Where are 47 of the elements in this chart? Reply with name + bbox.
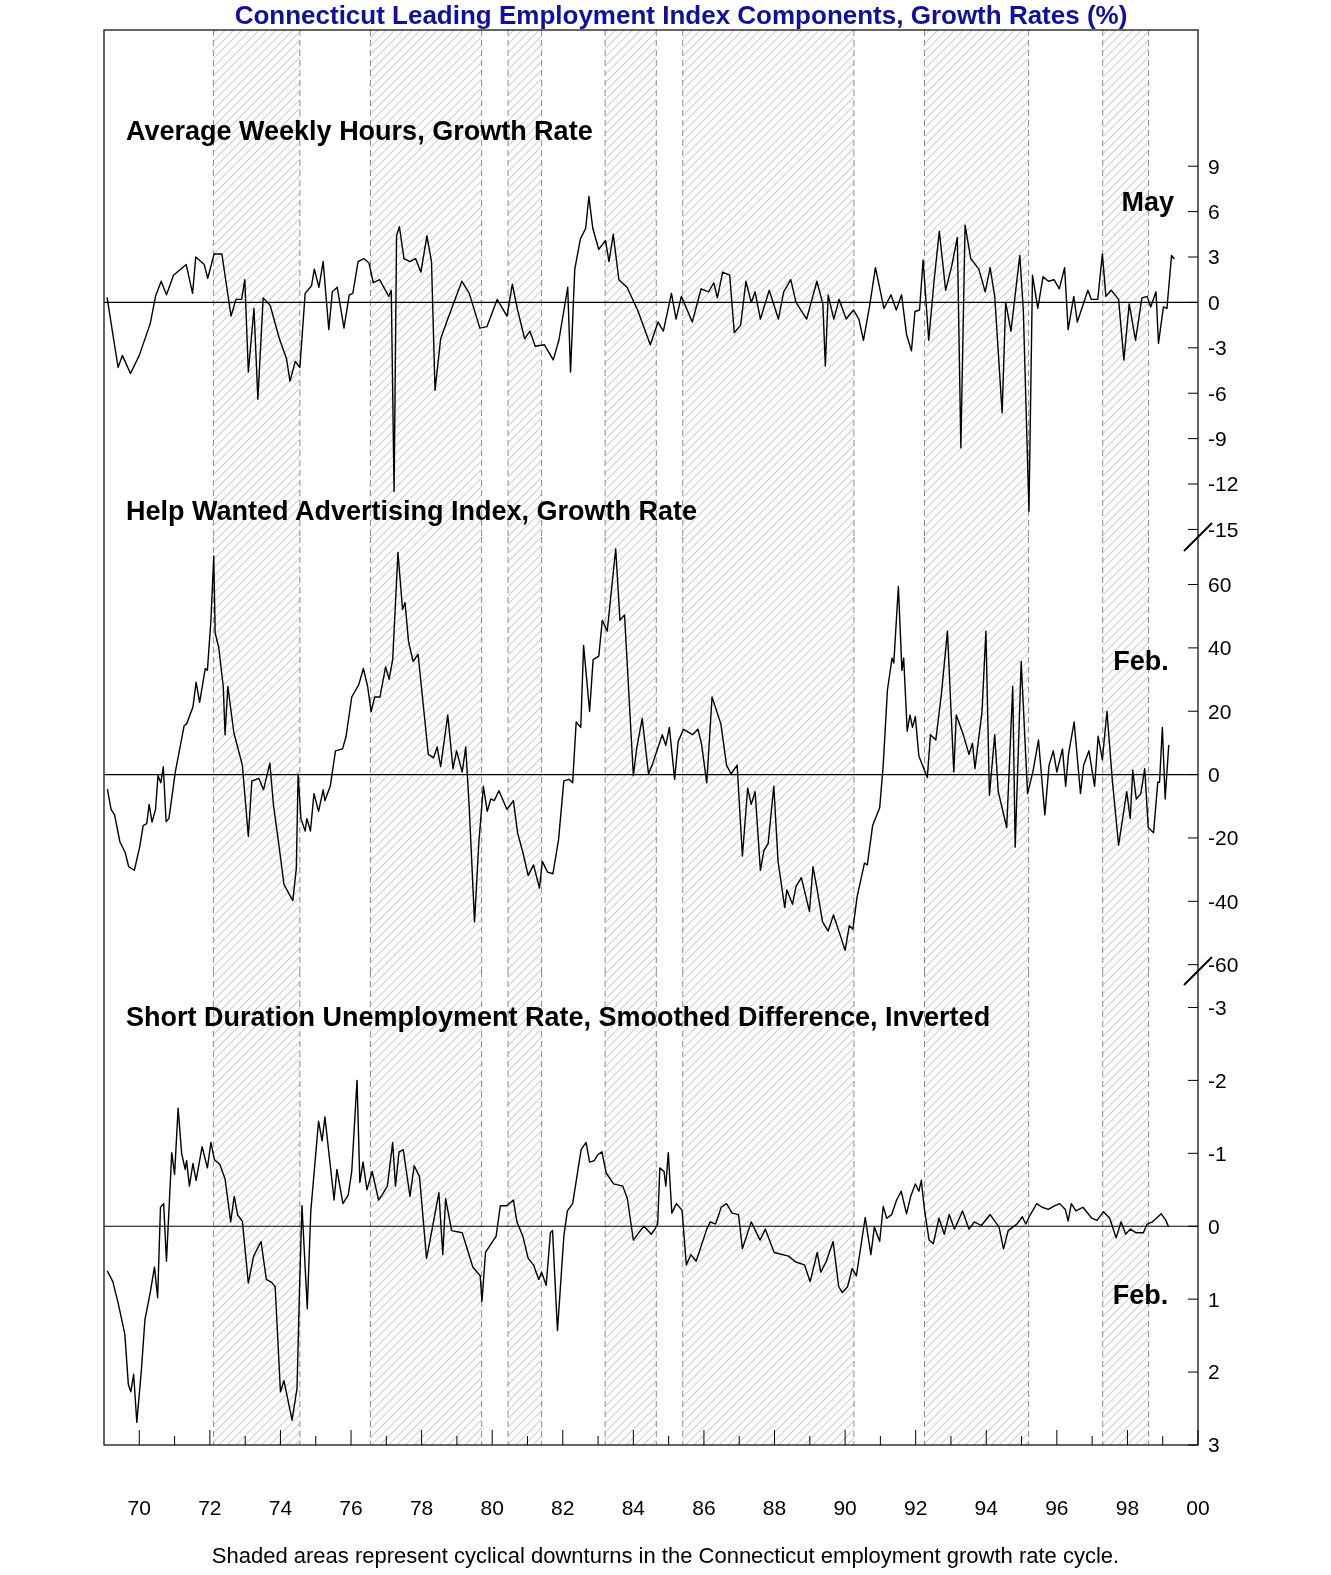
- y-tick-label: -3: [1208, 995, 1227, 1019]
- x-tick-label: 92: [904, 1496, 928, 1519]
- x-tick-label: 82: [551, 1496, 575, 1519]
- y-tick-label: -60: [1208, 953, 1239, 977]
- y-tick-label: -40: [1208, 889, 1239, 913]
- x-tick-label: 74: [268, 1496, 293, 1519]
- y-tick-label: -12: [1208, 472, 1239, 496]
- x-tick-label: 88: [762, 1496, 787, 1519]
- y-tick-label: 0: [1208, 1214, 1220, 1238]
- text: Average Weekly Hours, Growth Rate: [126, 116, 593, 146]
- annotation: May: [1121, 186, 1174, 217]
- y-tick-label: 6: [1208, 199, 1220, 223]
- y-tick-label: 0: [1208, 290, 1220, 314]
- x-tick-label: 72: [198, 1496, 222, 1519]
- y-tick-label: 3: [1208, 245, 1220, 269]
- annotation: Feb.: [1112, 1280, 1169, 1311]
- chart-title: Help Wanted Advertising Index, Growth Rate: [126, 496, 698, 526]
- y-tick-label: 20: [1208, 699, 1232, 723]
- x-tick-label: 76: [339, 1496, 363, 1519]
- y-tick-label: 1: [1208, 1287, 1220, 1311]
- x-tick-label: 84: [621, 1496, 646, 1519]
- annotation: Feb.: [1113, 646, 1169, 677]
- y-tick-label: 0: [1208, 762, 1220, 786]
- y-tick-label: -9: [1208, 426, 1227, 450]
- y-tick-label: 2: [1208, 1360, 1220, 1384]
- x-tick-label: 78: [409, 1496, 434, 1519]
- y-tick-label: 40: [1208, 636, 1232, 660]
- x-tick-label: 00: [1186, 1496, 1210, 1519]
- x-tick-label: 96: [1045, 1496, 1069, 1519]
- x-tick-label: 86: [692, 1496, 716, 1519]
- text: Short Duration Unemployment Rate, Smoothed Difference, Inverted: [126, 1002, 991, 1032]
- chart-title: Connecticut Leading Employment Index Components, Growth Rates (%): [234, 0, 1128, 30]
- y-tick-label: 60: [1208, 572, 1232, 596]
- x-tick-label: 94: [974, 1496, 999, 1519]
- y-tick-label: 9: [1208, 154, 1220, 178]
- y-tick-label: -1: [1208, 1141, 1227, 1165]
- y-tick-label: -15: [1208, 517, 1239, 541]
- x-tick-label: 80: [480, 1496, 504, 1519]
- y-tick-label: -2: [1208, 1068, 1227, 1092]
- y-tick-label: 3: [1208, 1433, 1220, 1457]
- y-tick-label: -20: [1208, 826, 1239, 850]
- x-tick-label: 90: [833, 1496, 857, 1519]
- text: Shaded areas represent cyclical downturns in the Connecticut employment growth rate cycle.: [211, 1543, 1120, 1568]
- y-tick-label: -6: [1208, 381, 1227, 405]
- x-tick-label: 98: [1115, 1496, 1140, 1519]
- x-tick-label: 70: [127, 1496, 151, 1519]
- y-tick-label: -3: [1208, 336, 1227, 360]
